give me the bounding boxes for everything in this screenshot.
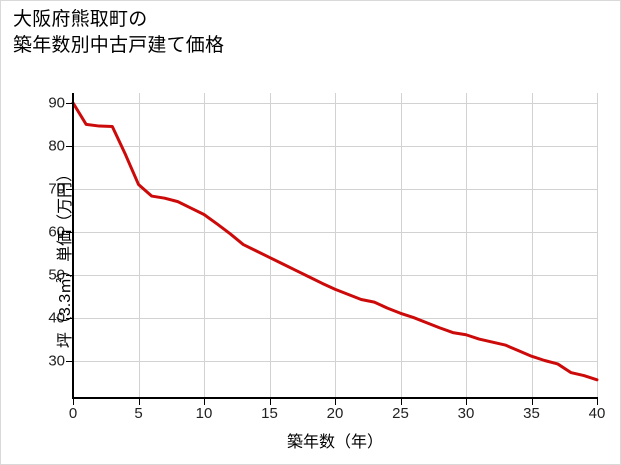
y-axis-spine bbox=[72, 93, 74, 399]
page-title: 大阪府熊取町の 築年数別中古戸建て価格 bbox=[13, 9, 225, 57]
y-tick-mark bbox=[66, 145, 72, 147]
y-axis-title: 坪（3.3㎡）単価（万円） bbox=[57, 165, 74, 349]
x-tick-label: 25 bbox=[392, 405, 409, 422]
x-axis-spine bbox=[72, 397, 598, 399]
y-tick-label: 30 bbox=[48, 352, 65, 369]
x-tick-mark bbox=[466, 399, 467, 405]
y-tick-mark bbox=[66, 317, 72, 319]
x-tick-label: 30 bbox=[457, 405, 475, 422]
y-tick-mark bbox=[66, 102, 72, 104]
x-tick-mark bbox=[335, 399, 336, 405]
gridline-vertical bbox=[466, 93, 467, 397]
gridline-vertical bbox=[204, 93, 205, 397]
x-tick-label: 20 bbox=[326, 405, 344, 422]
gridline-vertical bbox=[269, 93, 271, 397]
y-tick-mark bbox=[66, 360, 72, 362]
x-tick-label: 35 bbox=[523, 405, 540, 422]
gridlines bbox=[73, 93, 598, 397]
gridline-vertical bbox=[531, 93, 533, 397]
gridline-vertical bbox=[400, 93, 402, 397]
y-tick-mark bbox=[66, 188, 72, 190]
y-tick-label: 40 bbox=[48, 309, 65, 327]
y-tick-label: 70 bbox=[48, 180, 65, 198]
x-tick-label: 5 bbox=[134, 405, 143, 422]
x-tick-mark bbox=[73, 399, 74, 405]
y-tick-mark bbox=[66, 231, 72, 233]
x-tick-label: 10 bbox=[195, 405, 213, 422]
x-axis-title: 築年数（年） bbox=[286, 434, 383, 451]
x-tick-mark bbox=[204, 399, 205, 405]
y-tick-label: 60 bbox=[48, 223, 65, 241]
gridline-vertical bbox=[138, 93, 140, 397]
data-series-line bbox=[71, 101, 599, 382]
price-trend-line bbox=[71, 101, 599, 382]
gridline-vertical bbox=[597, 93, 598, 397]
x-tick-mark bbox=[400, 399, 402, 405]
y-tick-mark bbox=[66, 274, 72, 276]
x-tick-mark bbox=[531, 399, 533, 405]
y-tick-label: 90 bbox=[48, 94, 65, 112]
y-tick-label: 80 bbox=[48, 137, 65, 155]
gridline-vertical bbox=[335, 93, 336, 397]
plot-area bbox=[71, 93, 599, 397]
x-tick-mark bbox=[597, 399, 598, 405]
x-tick-label: 40 bbox=[588, 405, 606, 422]
x-tick-mark bbox=[269, 399, 271, 405]
y-axis-tick-labels: 30 40 50 60 70 80 90 bbox=[19, 1, 65, 464]
x-tick-label: 15 bbox=[261, 405, 278, 422]
x-tick-label: 0 bbox=[68, 405, 78, 422]
x-tick-mark bbox=[138, 399, 140, 405]
y-tick-label: 50 bbox=[48, 266, 65, 284]
